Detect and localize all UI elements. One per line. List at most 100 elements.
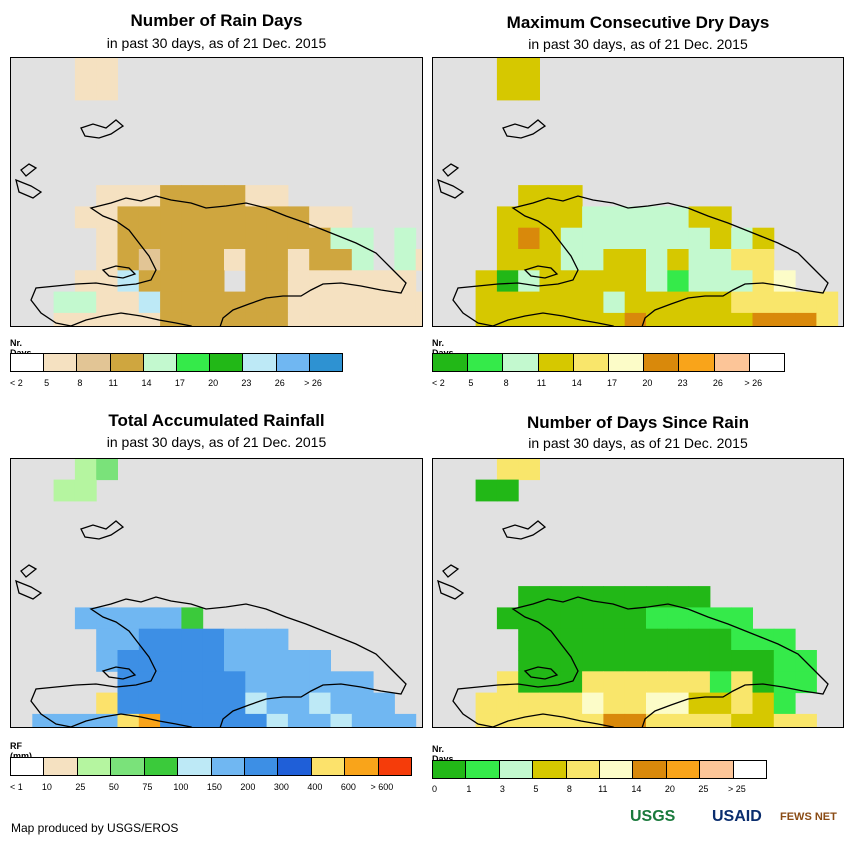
map-subtitle: in past 30 days, as of 21 Dec. 2015 [528, 435, 748, 451]
grid-cell [518, 692, 540, 715]
legend-label: 600 [340, 782, 356, 792]
grid-cell [539, 270, 562, 293]
grid-cell [752, 628, 775, 651]
grid-cell [560, 270, 583, 293]
grid-cell [582, 607, 604, 630]
grid-cell [539, 628, 562, 651]
grid-cell [117, 713, 140, 727]
grid-cell [245, 291, 268, 314]
legend-swatch [278, 758, 312, 775]
grid-cell [117, 650, 140, 672]
grid-cell [181, 185, 204, 207]
grid-cell [74, 291, 97, 314]
legend-swatch [666, 761, 701, 778]
grid-cell [224, 249, 246, 271]
grid-cell [624, 227, 647, 250]
grid-cell [287, 270, 310, 293]
legend-swatch [143, 354, 178, 371]
grid-cell [560, 291, 583, 314]
grid-cell [624, 628, 647, 651]
grid-cell [773, 270, 796, 293]
grid-cell [224, 227, 246, 250]
grid-cell [245, 628, 268, 651]
grid-cell [245, 671, 268, 694]
legend-label: 20 [664, 784, 675, 794]
grid-cell [475, 291, 498, 314]
legend-swatch [178, 758, 212, 775]
grid-cell [117, 628, 140, 651]
grid-cell [688, 206, 711, 229]
legend-bar [432, 353, 785, 372]
grid-cell [181, 270, 204, 293]
legend-label: 10 [41, 782, 52, 792]
grid-cell [309, 671, 331, 694]
grid-cell [731, 312, 753, 326]
grid-cell [582, 628, 604, 651]
grid-cell [667, 650, 690, 672]
legend-label: 75 [142, 782, 153, 792]
grid-cell [518, 185, 540, 207]
grid-cell [309, 227, 331, 250]
grid-cell [560, 607, 583, 630]
grid-cell [709, 249, 732, 271]
legend-label: 11 [108, 378, 118, 388]
grid-cell [709, 227, 732, 250]
legend-swatch [77, 354, 111, 371]
grid-cell [202, 249, 225, 271]
legend-swatch [44, 354, 78, 371]
grid-cell [309, 270, 331, 293]
grid-cell [816, 312, 839, 326]
grid-cell [560, 650, 583, 672]
legend-label: 20 [208, 378, 219, 388]
grid-cell [518, 586, 540, 608]
grid-cell [266, 671, 289, 694]
legend-swatch [243, 354, 277, 371]
map-credit: Map produced by USGS/EROS [11, 821, 179, 835]
grid-cell [539, 249, 562, 271]
legend-label: 26 [274, 378, 285, 388]
grid-cell [53, 479, 76, 502]
grid-cell [181, 650, 204, 672]
grid-cell [752, 312, 775, 326]
grid-cell [351, 249, 374, 271]
grid-cell [496, 692, 519, 715]
grid-cell [560, 671, 583, 694]
grid-cell [181, 713, 204, 727]
grid-cell [53, 312, 76, 326]
grid-cell [202, 628, 225, 651]
legend-label: 14 [631, 784, 642, 794]
legend-label: 17 [174, 378, 185, 388]
legend-label: 17 [607, 378, 618, 388]
grid-cell [117, 206, 140, 229]
legend-swatch [276, 354, 310, 371]
legend-swatch [177, 354, 211, 371]
grid-cell [539, 671, 562, 694]
grid-cell [117, 692, 140, 715]
grid-cell [688, 692, 711, 715]
grid-cell [709, 628, 732, 651]
grid-cell [646, 713, 668, 727]
legend-label: 5 [533, 784, 539, 794]
grid-cell [496, 78, 519, 101]
grid-cell [795, 312, 817, 326]
grid-cell [415, 291, 422, 314]
grid-cell [496, 671, 519, 694]
legend-label: > 600 [370, 782, 394, 792]
grid-cell [138, 270, 161, 293]
legend-label: 26 [712, 378, 723, 388]
grid-cell [202, 206, 225, 229]
grid-cell [475, 692, 498, 715]
grid-cell [496, 58, 519, 80]
grid-cell [117, 249, 140, 271]
legend-swatch [633, 761, 667, 778]
grid-cell [181, 671, 204, 694]
grid-cell [245, 713, 268, 727]
grid-cell [160, 206, 182, 229]
grid-cell [709, 671, 732, 694]
grid-cell [603, 628, 626, 651]
grid-cell [330, 291, 353, 314]
legend-swatch [499, 761, 534, 778]
map-title: Number of Rain Days [130, 11, 303, 30]
grid-cell [731, 249, 753, 271]
grid-cell [731, 671, 753, 694]
